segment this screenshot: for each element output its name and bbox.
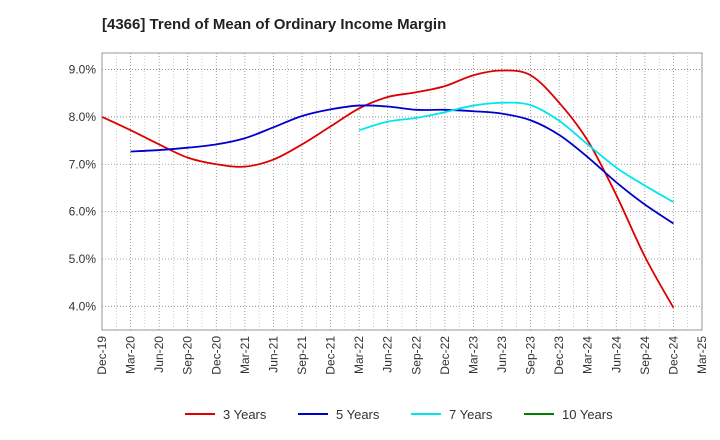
y-axis-ticks: 4.0% 5.0% 6.0% 7.0% 8.0% 9.0% [69,63,97,314]
x-tick-label: Sep-24 [638,336,652,375]
y-tick-label: 8.0% [69,110,97,124]
x-tick-label: Jun-23 [495,336,509,373]
x-tick-label: Mar-20 [124,336,138,374]
x-tick-label: Dec-19 [95,336,109,375]
x-tick-label: Mar-24 [581,336,595,374]
y-tick-label: 6.0% [69,205,97,219]
chart-title: [4366] Trend of Mean of Ordinary Income … [102,16,447,33]
y-tick-label: 7.0% [69,157,97,171]
series-line-5-years [130,104,674,225]
x-tick-label: Sep-23 [524,336,538,375]
x-tick-label: Jun-20 [152,336,166,373]
legend: 3 Years 5 Years 7 Years 10 Years [185,407,613,422]
x-tick-label: Dec-24 [666,336,680,375]
x-tick-label: Jun-24 [609,336,623,373]
x-tick-label: Sep-21 [295,336,309,375]
x-tick-label: Mar-25 [695,336,709,374]
x-tick-label: Jun-22 [381,336,395,373]
x-tick-label: Mar-21 [238,336,252,374]
x-tick-label: Mar-22 [352,336,366,374]
x-tick-label: Dec-22 [438,336,452,375]
y-tick-label: 5.0% [69,252,97,266]
x-tick-label: Mar-23 [466,336,480,374]
y-tick-label: 4.0% [69,299,97,313]
grid [101,53,703,330]
series-line-3-years [101,69,675,309]
x-tick-label: Dec-21 [324,336,338,375]
legend-label: 7 Years [449,407,493,422]
x-tick-label: Jun-21 [266,336,280,373]
x-tick-label: Sep-20 [181,336,195,375]
series-lines [101,69,675,309]
y-tick-label: 9.0% [69,63,97,77]
legend-label: 5 Years [336,407,380,422]
x-tick-label: Dec-23 [552,336,566,375]
x-tick-label: Sep-22 [409,336,423,375]
legend-label: 10 Years [562,407,613,422]
legend-label: 3 Years [223,407,267,422]
x-tick-label: Dec-20 [209,336,223,375]
series-line-7-years [358,101,674,203]
x-axis-ticks: Dec-19 Mar-20 Jun-20 Sep-20 Dec-20 Mar-21 Jun-… [95,336,709,375]
